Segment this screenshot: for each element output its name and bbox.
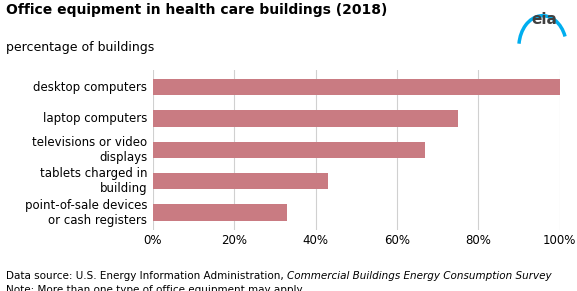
Bar bbox=[153, 142, 425, 158]
Text: Note: More than one type of office equipment may apply.: Note: More than one type of office equip… bbox=[6, 285, 304, 291]
Bar bbox=[153, 79, 560, 95]
Text: percentage of buildings: percentage of buildings bbox=[6, 41, 154, 54]
Bar bbox=[153, 173, 328, 189]
Text: Office equipment in health care buildings (2018): Office equipment in health care building… bbox=[6, 3, 387, 17]
Text: eia: eia bbox=[531, 12, 557, 27]
Bar bbox=[153, 205, 287, 221]
Bar bbox=[153, 110, 458, 127]
Text: Data source: U.S. Energy Information Administration,: Data source: U.S. Energy Information Adm… bbox=[6, 271, 287, 281]
Text: Commercial Buildings Energy Consumption Survey: Commercial Buildings Energy Consumption … bbox=[287, 271, 552, 281]
